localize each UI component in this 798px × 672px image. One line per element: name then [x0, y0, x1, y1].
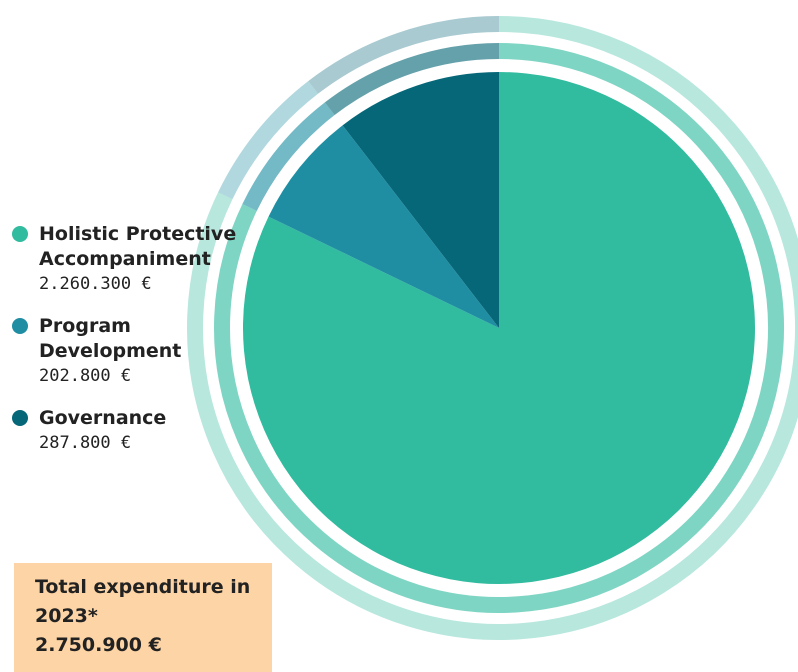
legend-value: 287.800 €	[39, 433, 132, 453]
total-expenditure-value: 2.750.900 €	[35, 634, 162, 656]
legend-label: Holistic Protective Accompaniment	[39, 223, 237, 270]
legend: Holistic Protective Accompaniment 2.260.…	[12, 222, 242, 473]
legend-item-governance: Governance 287.800 €	[12, 406, 242, 456]
legend-item-program-development: Program Development 202.800 €	[12, 314, 242, 389]
ring-inner-governance	[324, 43, 500, 116]
pie-slice-governance	[342, 72, 499, 328]
legend-swatch-governance	[12, 410, 28, 426]
ring-inner-program-development	[242, 102, 335, 211]
legend-value: 202.800 €	[39, 366, 132, 386]
pie-slice-program-development	[268, 125, 499, 328]
legend-swatch-program-development	[12, 318, 28, 334]
legend-swatch-holistic-protective-accompaniment	[12, 226, 28, 242]
ring-outer-program-development	[218, 81, 319, 200]
ring-inner-holistic-protective-accompaniment	[214, 43, 784, 613]
total-expenditure-box: Total expenditure in 2023* 2.750.900 €	[14, 563, 272, 672]
pie-slices	[242, 72, 755, 584]
legend-label: Governance	[39, 407, 167, 429]
ring-outer-governance	[308, 16, 500, 94]
legend-label: Program Development	[39, 315, 182, 362]
decorative-rings	[187, 16, 798, 640]
total-expenditure-label: Total expenditure in 2023*	[35, 576, 251, 627]
legend-item-holistic-protective-accompaniment: Holistic Protective Accompaniment 2.260.…	[12, 222, 242, 297]
ring-outer-holistic-protective-accompaniment	[187, 16, 798, 640]
pie-slice-holistic-protective-accompaniment	[242, 72, 755, 584]
legend-value: 2.260.300 €	[39, 274, 152, 294]
